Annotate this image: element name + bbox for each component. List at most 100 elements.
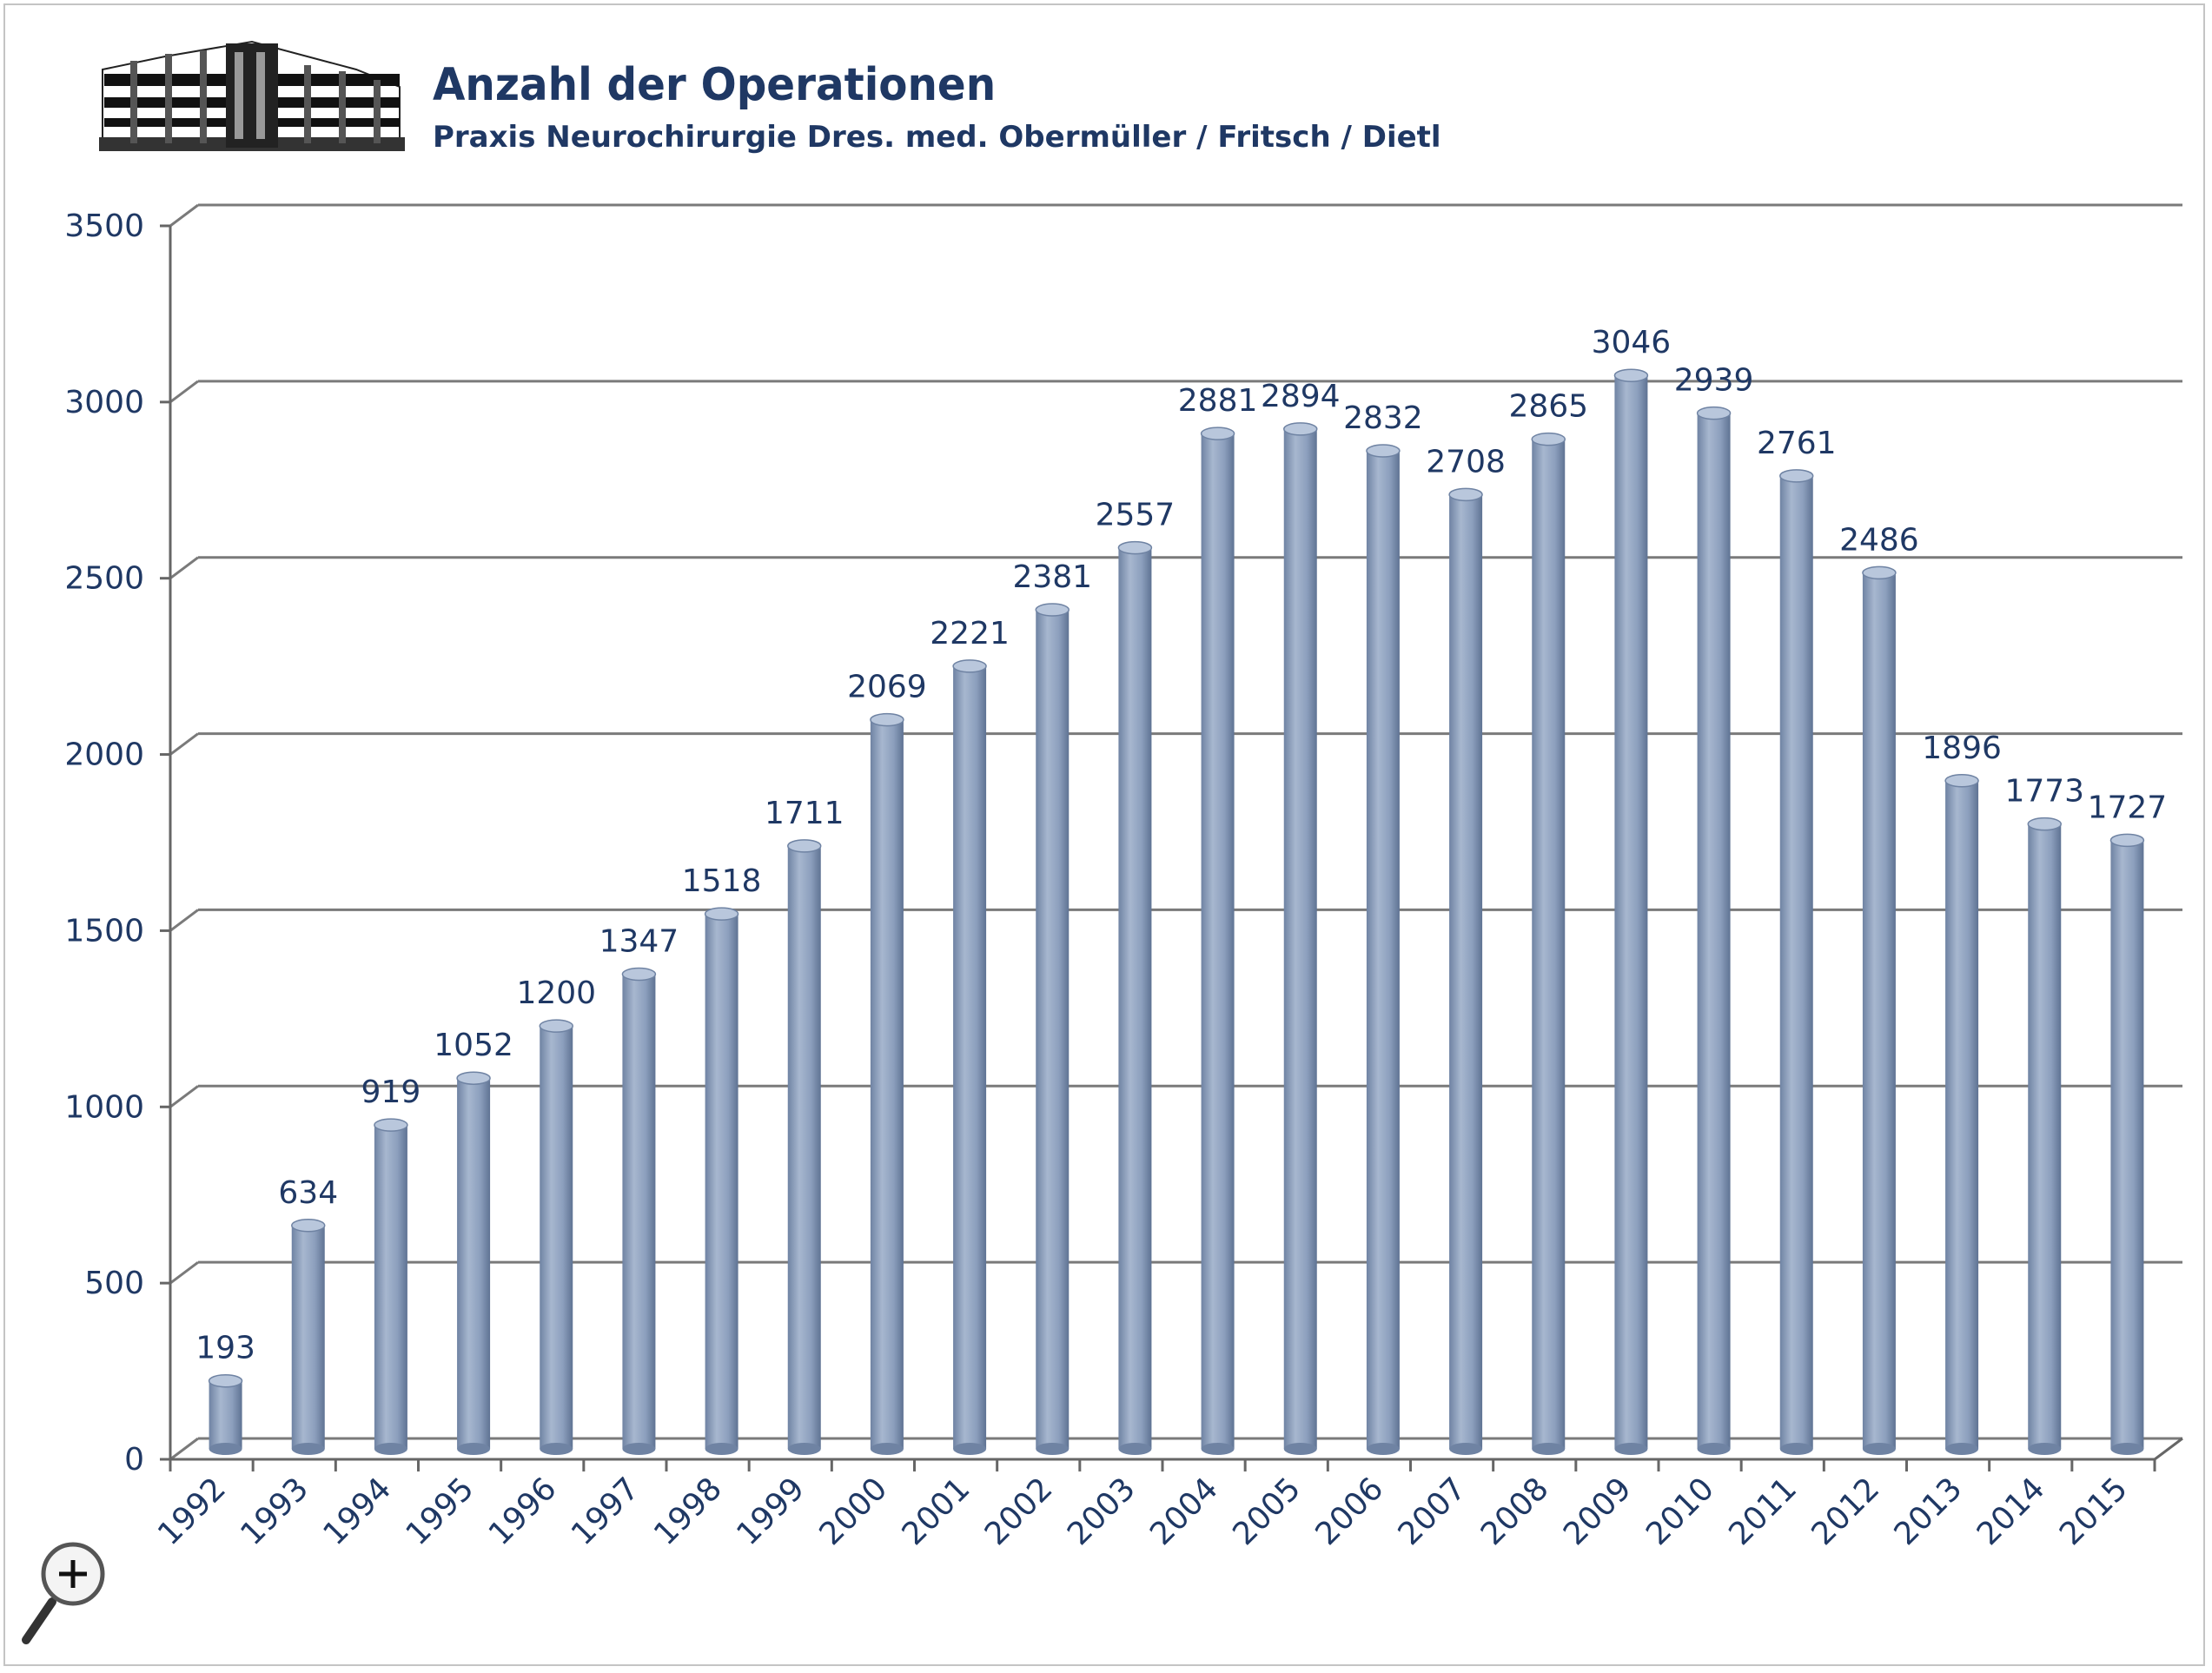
bar-top [374, 1118, 408, 1132]
bars [208, 368, 2145, 1455]
bar-base [1945, 1443, 1979, 1455]
x-axis-ticks: 1992 1993 1994 1995 1996 1997 1998 1999 2000 2001… [151, 1471, 2135, 1552]
x-tick-label: 2015 [2053, 1471, 2135, 1552]
bar-body [1036, 609, 1070, 1449]
bar-base [291, 1443, 325, 1455]
bar-2011 [1779, 469, 1814, 1455]
bar-base [374, 1443, 407, 1455]
bar-top [539, 1019, 573, 1033]
bar-top [621, 967, 657, 982]
bar-body [622, 974, 656, 1449]
bar-top [291, 1219, 326, 1233]
x-tick-label: 2005 [1226, 1471, 1308, 1552]
bar-base [787, 1443, 821, 1455]
data-label: 1518 [682, 863, 762, 899]
x-tick-label: 2012 [1805, 1471, 1887, 1552]
bar-2000 [870, 712, 904, 1455]
bar-body [1945, 780, 1979, 1449]
data-label: 919 [361, 1075, 421, 1110]
x-tick-label: 2008 [1474, 1471, 1556, 1552]
bar-top [787, 839, 822, 853]
bar-2010 [1696, 406, 1732, 1455]
grid-depth-line [169, 909, 199, 932]
data-label: 2939 [1674, 363, 1754, 399]
bar-base [1779, 1443, 1813, 1455]
zoom-magnifier-icon[interactable] [19, 1536, 123, 1649]
bar-top [704, 907, 739, 921]
x-tick-label: 1995 [400, 1471, 481, 1552]
bar-body [1779, 475, 1813, 1449]
bar-base [1862, 1443, 1896, 1455]
x-tick-label: 2013 [1888, 1471, 1970, 1552]
bar-body [705, 914, 738, 1449]
grid-lines [169, 203, 2182, 1461]
grid-depth-line [169, 380, 199, 404]
bar-top [1779, 469, 1814, 483]
x-tick-label: 1993 [234, 1471, 315, 1552]
bar-top [1531, 432, 1566, 446]
bar-body [1614, 375, 1648, 1449]
y-tick-label: 0 [124, 1442, 144, 1478]
bar-top [1283, 422, 1318, 436]
y-tick-label: 2000 [64, 737, 144, 773]
bar-1997 [621, 967, 657, 1455]
bar-base [1036, 1443, 1070, 1455]
bar-2006 [1366, 444, 1401, 1455]
bar-base [1532, 1443, 1566, 1455]
bar-base [2028, 1443, 2062, 1455]
data-label: 2865 [1508, 389, 1588, 425]
y-tick-label: 3000 [64, 385, 144, 420]
bar-base [1697, 1443, 1731, 1455]
bar-top [208, 1373, 243, 1388]
bar-top [1448, 487, 1483, 502]
data-label: 1347 [599, 924, 679, 960]
bar-body [1862, 572, 1896, 1449]
bar-body [953, 665, 987, 1449]
bar-top [2109, 833, 2145, 848]
bar-body [1201, 433, 1235, 1449]
bar-top [1862, 565, 1897, 580]
x-tick-label: 1992 [151, 1471, 233, 1552]
bar-base [1201, 1443, 1235, 1455]
bar-base [622, 1443, 656, 1455]
bar-2004 [1200, 427, 1235, 1455]
bar-2012 [1862, 565, 1897, 1455]
y-tick-label: 3500 [64, 208, 144, 244]
bar-base [870, 1443, 904, 1455]
x-tick-label: 2011 [1722, 1471, 1804, 1552]
bar-base [705, 1443, 738, 1455]
bar-body [2028, 823, 2062, 1449]
grid-depth-line [169, 732, 199, 756]
bar-base [1366, 1443, 1400, 1455]
bar-body [870, 719, 904, 1449]
bar-base [953, 1443, 987, 1455]
bar-1998 [704, 907, 739, 1455]
bar-top [952, 659, 987, 673]
x-tick-label: 2001 [896, 1471, 977, 1552]
x-tick-label: 1994 [317, 1471, 399, 1552]
data-label: 2894 [1261, 379, 1341, 414]
bar-base [2110, 1443, 2144, 1455]
bar-body [2110, 840, 2144, 1449]
data-label: 2069 [847, 670, 927, 705]
data-label: 634 [278, 1175, 338, 1211]
data-label: 2381 [1012, 559, 1092, 595]
bar-2003 [1117, 540, 1153, 1455]
bar-body [457, 1078, 491, 1449]
bar-body [1449, 494, 1483, 1450]
y-tick-label: 500 [84, 1266, 144, 1301]
bar-base [1118, 1443, 1152, 1455]
bar-body [787, 845, 821, 1449]
bar-2007 [1448, 487, 1483, 1455]
bar-2014 [2027, 817, 2062, 1455]
grid-depth-line [169, 203, 199, 228]
bar-1999 [787, 839, 822, 1455]
data-label: 1896 [1922, 731, 2002, 766]
data-label: 3046 [1592, 325, 1672, 360]
chart-frame [3, 3, 2205, 1666]
bar-body [1532, 439, 1566, 1450]
bar-1994 [374, 1118, 408, 1455]
x-tick-label: 1999 [730, 1471, 811, 1552]
grid-depth-line [169, 556, 199, 579]
